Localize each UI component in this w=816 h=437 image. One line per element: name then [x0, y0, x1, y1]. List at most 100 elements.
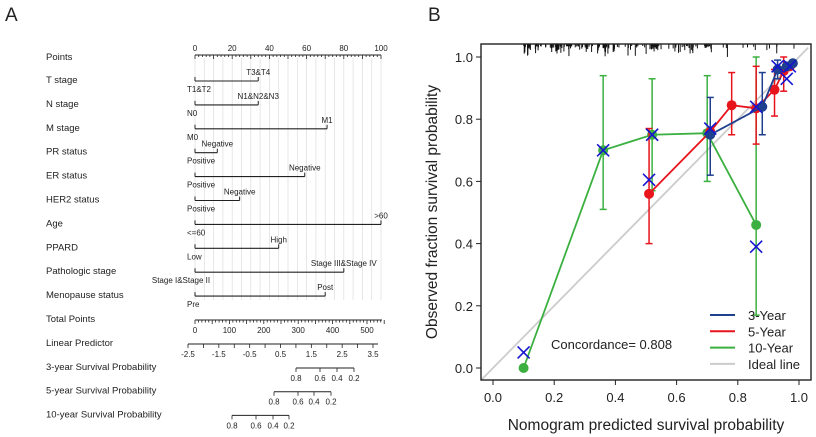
x-marker-stroke [749, 240, 763, 254]
panel-letter-a: A [5, 5, 18, 26]
x-marker-stroke [749, 100, 763, 114]
nomogram-row-pathologic-stage: Pathologic stage Stage I&Stage II Stage II… [46, 259, 377, 285]
survival-tick-label: 0.8 [290, 374, 302, 383]
level-label: Negative [289, 164, 321, 173]
level-label: M0 [187, 133, 199, 142]
total-points-label: Total Points [46, 314, 95, 325]
level-label: Pre [187, 300, 200, 309]
level-label: M1 [321, 116, 333, 125]
level-label: >60 [374, 211, 388, 220]
points-tick-label: 80 [339, 44, 348, 53]
variable-label: M stage [46, 123, 80, 134]
total-points-tick-label: 400 [326, 326, 340, 335]
linear-predictor-tick-label: 2.5 [337, 350, 349, 359]
nomogram-row-age: Age <=60 >60 [46, 211, 388, 237]
linear-predictor-tick-label: -2.5 [181, 350, 195, 359]
corrected-marker [780, 72, 794, 86]
linear-predictor-tick-label: 3.5 [367, 350, 379, 359]
data-point [644, 188, 655, 199]
x-tick-label: 0.4 [606, 390, 624, 405]
survival-tick-label: 0.2 [283, 421, 295, 430]
legend-label: 10-Year [748, 341, 794, 356]
variable-label: HER2 status [46, 195, 100, 206]
level-label: Negative [224, 188, 256, 197]
corrected-marker [703, 121, 717, 136]
survival-tick-label: 0.2 [348, 374, 360, 383]
nomogram-panel: A Points 0 20 40 60 80 100 T stage T1&T2 T3&T4 N st… [5, 5, 388, 430]
y-tick-label: 0.4 [455, 237, 473, 252]
total-points-tick-label: 200 [257, 326, 271, 335]
series-10-year [518, 56, 762, 373]
calibration-plot: B 0.0 0.2 0.4 0.6 0.8 1.0 0.0 0.2 0.4 0.6 0.8 1.0 Nom… [424, 5, 812, 434]
variable-label: T stage [46, 75, 78, 86]
x-tick-label: 0.0 [484, 390, 502, 405]
corrected-marker [642, 173, 656, 187]
variable-label: N stage [46, 99, 79, 110]
variable-label: Menopause status [46, 290, 124, 301]
data-point [726, 100, 737, 111]
nomogram-row-ppard: PPARD Low High [46, 235, 287, 261]
survival-tick-label: 0.6 [250, 421, 262, 430]
survival-scale-row: 5-year Survival Probability 0.8 0.6 0.4 0.2 [46, 386, 337, 407]
x-marker-stroke [642, 173, 656, 187]
corrected-marker [596, 143, 610, 157]
level-label: Stage III&Stage IV [311, 259, 377, 268]
total-points-tick-label: 300 [292, 326, 306, 335]
x-tick-label: 1.0 [790, 390, 808, 405]
concordance-annotation: Concordance= 0.808 [551, 337, 672, 352]
survival-tick-label: 0.6 [314, 374, 326, 383]
total-points-tick-label: 0 [193, 326, 198, 335]
corrected-marker [517, 345, 531, 360]
level-label: N1&N2&N3 [238, 92, 280, 101]
points-tick-label: 0 [193, 44, 198, 53]
variable-label: ER status [46, 171, 87, 182]
series-line [522, 132, 757, 369]
linear-predictor-tick-label: -0.5 [243, 350, 257, 359]
plot-frame [480, 43, 812, 381]
level-label: Low [187, 252, 202, 261]
y-tick-label: 0.0 [455, 361, 473, 376]
panel-letter-b: B [428, 5, 441, 26]
survival-scale-row: 3-year Survival Probability 0.8 0.6 0.4 0.2 [46, 362, 360, 383]
level-label: Negative [202, 140, 234, 149]
corrected-marker [771, 59, 785, 73]
corrected-marker [645, 128, 659, 142]
linear-predictor-tick-label: -1.5 [212, 350, 226, 359]
corrected-marker [749, 240, 763, 254]
level-label: High [270, 235, 286, 244]
y-tick-label: 0.8 [455, 112, 473, 127]
level-label: Post [317, 283, 334, 292]
survival-scale-label: 5-year Survival Probability [46, 386, 157, 397]
level-label: Positive [187, 157, 216, 166]
y-tick-label: 1.0 [455, 50, 473, 65]
survival-scale-row: 10-year Survival Probability 0.8 0.6 0.4 0.2 [46, 409, 295, 430]
level-label: T1&T2 [187, 85, 212, 94]
total-points-tick-label: 100 [223, 326, 237, 335]
legend-label: 3-Year [748, 308, 786, 323]
nomogram-row-n-stage: N stage N0 N1&N2&N3 [46, 92, 279, 118]
points-tick-label: 100 [374, 44, 388, 53]
variable-label: Pathologic stage [46, 266, 116, 277]
nomogram-row-pr-status: PR status Positive Negative [46, 140, 234, 166]
survival-tick-label: 0.4 [331, 374, 343, 383]
level-label: Positive [187, 181, 216, 190]
points-axis-label: Points [46, 52, 73, 63]
survival-tick-label: 0.8 [226, 421, 238, 430]
legend-label: Ideal line [748, 357, 800, 372]
linear-predictor-tick-label: 1.5 [306, 350, 318, 359]
level-label: N0 [187, 109, 198, 118]
x-marker-stroke [596, 143, 610, 157]
corrected-marker [749, 100, 763, 114]
x-marker-stroke [780, 72, 794, 86]
level-label: Positive [187, 205, 216, 214]
y-tick-label: 0.6 [455, 174, 473, 189]
nomogram-row-menopause-status: Menopause status Pre Post [46, 283, 334, 309]
variable-label: Age [46, 218, 63, 229]
x-tick-label: 0.8 [729, 390, 747, 405]
data-point [769, 84, 780, 95]
survival-tick-label: 0.4 [267, 421, 279, 430]
corrected-marker [783, 59, 797, 73]
survival-scale-label: 10-year Survival Probability [46, 409, 162, 420]
